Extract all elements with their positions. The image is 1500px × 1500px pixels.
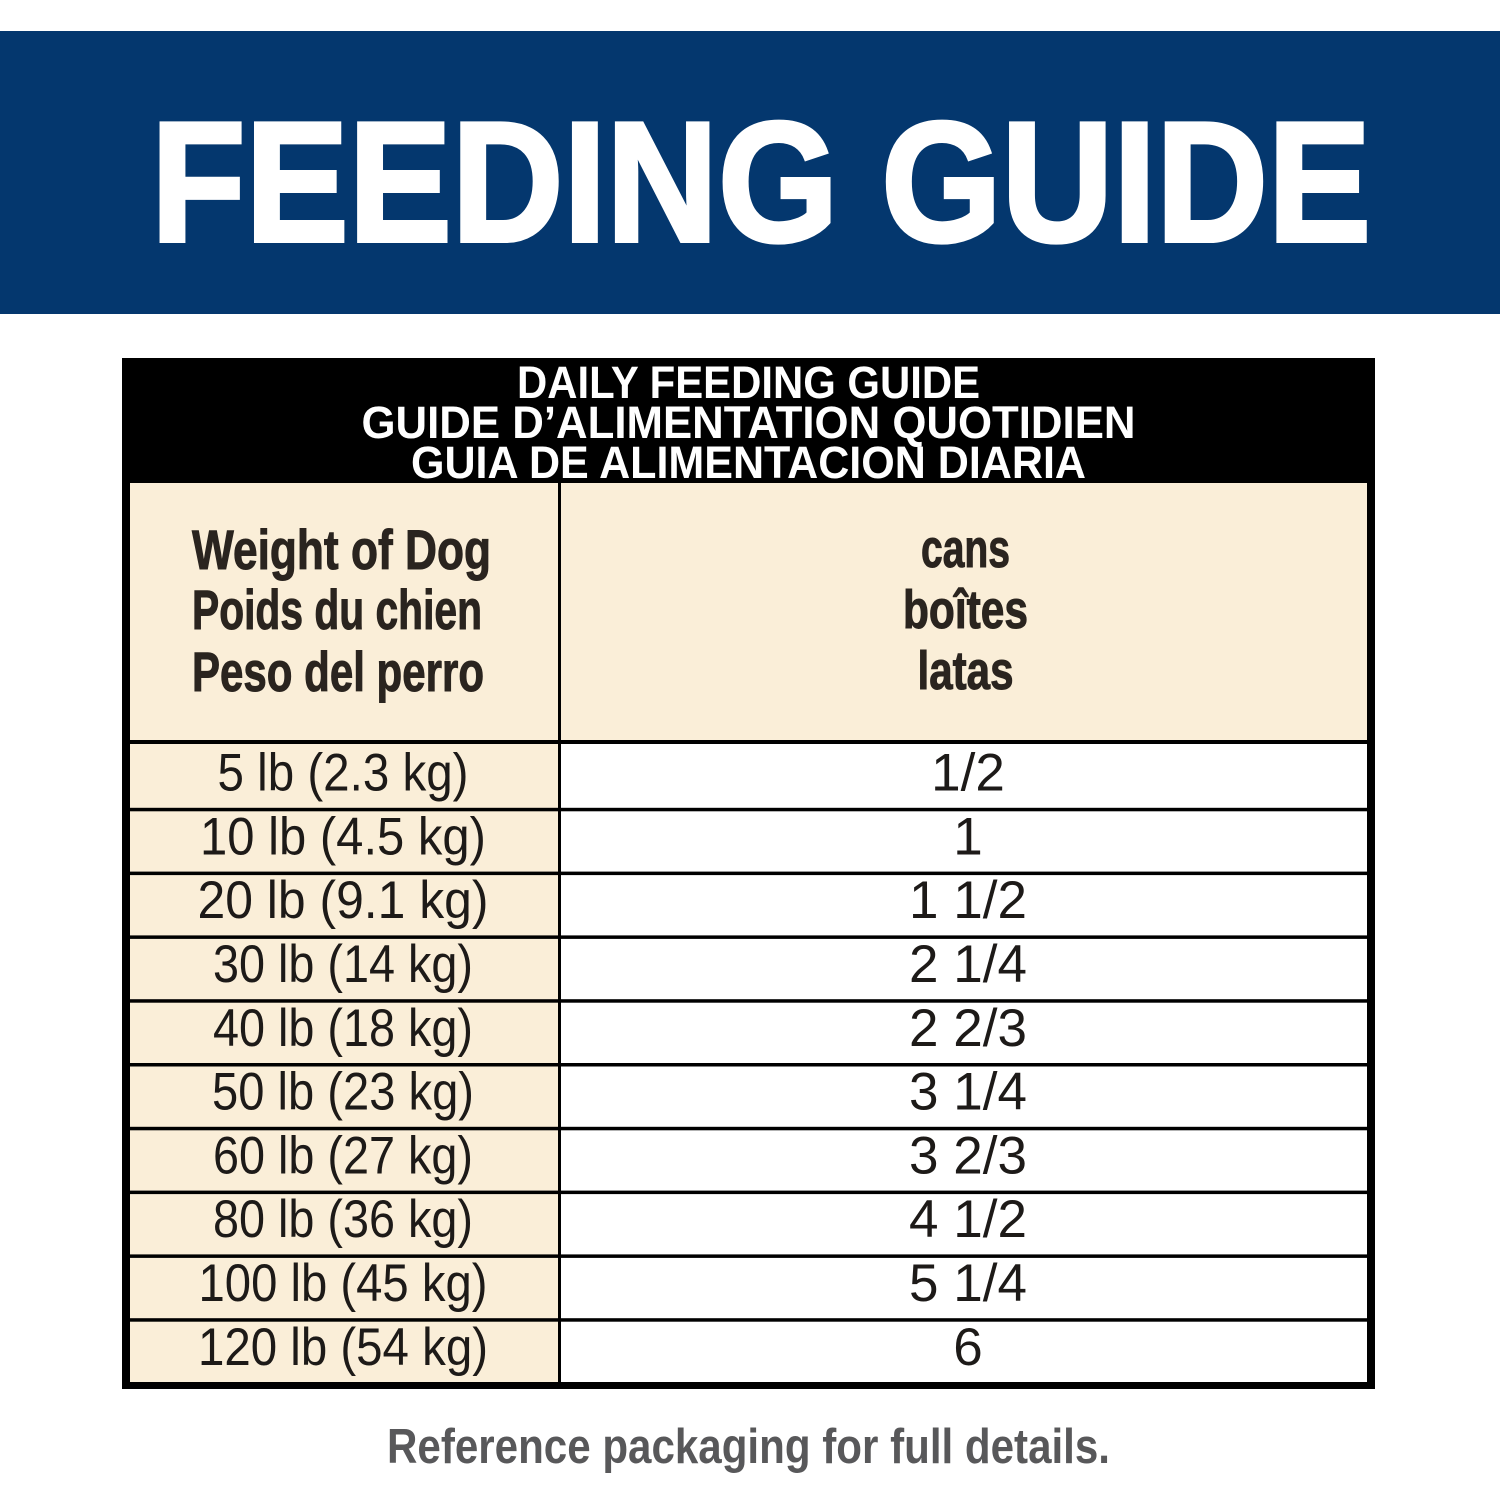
svg-text:20 lb (9.1 kg): 20 lb (9.1 kg)	[198, 871, 489, 930]
svg-text:Weight of Dog: Weight of Dog	[192, 518, 491, 581]
svg-text:DAILY FEEDING GUIDE: DAILY FEEDING GUIDE	[517, 357, 980, 408]
svg-text:10 lb (4.5 kg): 10 lb (4.5 kg)	[200, 807, 486, 866]
svg-text:5 1/4: 5 1/4	[909, 1254, 1027, 1313]
svg-text:3 2/3: 3 2/3	[909, 1126, 1027, 1185]
svg-text:boîtes: boîtes	[903, 580, 1028, 640]
svg-text:1/2: 1/2	[931, 744, 1005, 803]
svg-text:50 lb (23 kg): 50 lb (23 kg)	[212, 1063, 474, 1122]
svg-text:120 lb (54 kg): 120 lb (54 kg)	[198, 1318, 488, 1377]
svg-text:2 1/4: 2 1/4	[909, 935, 1027, 994]
svg-text:4 1/2: 4 1/2	[909, 1190, 1027, 1249]
svg-text:5 lb (2.3 kg): 5 lb (2.3 kg)	[218, 744, 469, 803]
svg-text:100 lb (45 kg): 100 lb (45 kg)	[199, 1254, 488, 1313]
svg-text:1 1/2: 1 1/2	[909, 871, 1027, 930]
svg-text:Reference packaging for full d: Reference packaging for full details.	[387, 1420, 1110, 1474]
svg-text:1: 1	[953, 807, 982, 866]
svg-text:2 2/3: 2 2/3	[909, 999, 1027, 1058]
svg-text:40 lb (18 kg): 40 lb (18 kg)	[213, 999, 473, 1058]
svg-text:Poids du chien: Poids du chien	[192, 578, 482, 641]
svg-text:30 lb (14 kg): 30 lb (14 kg)	[213, 935, 473, 994]
svg-text:GUIDE D’ALIMENTATION QUOTIDIEN: GUIDE D’ALIMENTATION QUOTIDIEN	[362, 397, 1136, 448]
svg-text:cans: cans	[921, 519, 1010, 579]
svg-text:latas: latas	[918, 641, 1014, 701]
svg-text:FEEDING GUIDE: FEEDING GUIDE	[151, 87, 1371, 278]
svg-text:80 lb (36 kg): 80 lb (36 kg)	[213, 1190, 473, 1249]
svg-text:6: 6	[953, 1318, 982, 1377]
svg-text:Peso del perro: Peso del perro	[192, 640, 484, 703]
svg-text:GUIA DE ALIMENTACION DIARIA: GUIA DE ALIMENTACION DIARIA	[411, 437, 1086, 488]
svg-text:60 lb (27 kg): 60 lb (27 kg)	[213, 1126, 473, 1185]
svg-text:3 1/4: 3 1/4	[909, 1063, 1027, 1122]
